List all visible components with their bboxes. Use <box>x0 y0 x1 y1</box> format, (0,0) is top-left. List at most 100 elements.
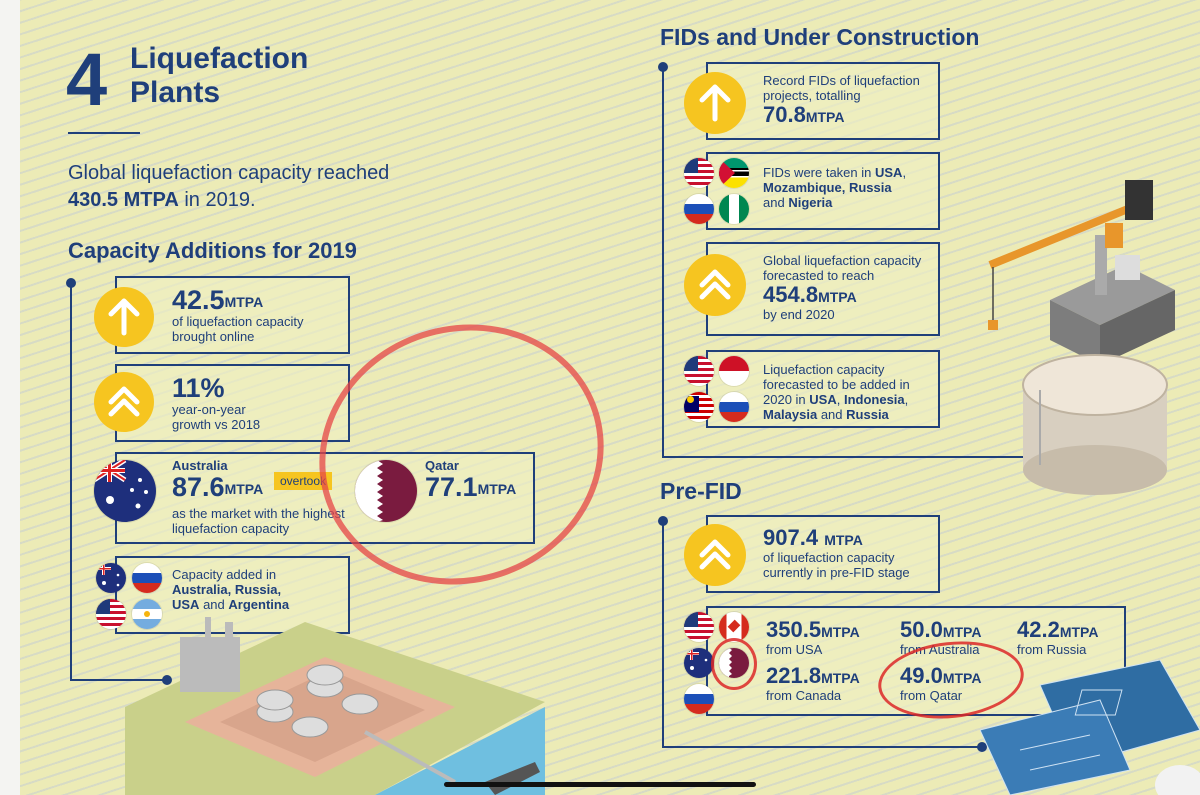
capacity-item-4-desc1: Capacity added in <box>172 567 277 582</box>
prefid-stat-usa: 350.5MTPA from USA <box>766 617 860 658</box>
double-chevron-up-icon <box>684 254 746 316</box>
capacity-item-3-right: Qatar 77.1MTPA <box>425 458 516 501</box>
arrow-up-icon <box>94 287 154 347</box>
page-edge <box>0 0 20 795</box>
intro-value: 430.5 MTPA <box>68 189 179 211</box>
double-chevron-up-icon <box>94 372 154 432</box>
prefid-timeline-end-dot <box>977 742 987 752</box>
qatar-value: 77.1MTPA <box>425 472 517 502</box>
fids-item-4-text: Liquefaction capacity forecasted to be a… <box>763 362 938 422</box>
lng-plant-illustration <box>125 617 545 795</box>
fids-item-2-text: FIDs were taken in USA, Mozambique, Russ… <box>763 165 933 210</box>
intro-text: Global liquefaction capacity reached 430… <box>68 160 448 214</box>
capacity-item-3-left: Australia 87.6MTPA <box>172 458 263 501</box>
title-line-1: Liquefaction <box>130 42 309 75</box>
prefid-stat-russia: 42.2MTPA from Russia <box>1017 617 1099 658</box>
prefid-stat-canada: 221.8MTPA from Canada <box>766 663 860 704</box>
prefid-stat-qatar: 49.0MTPA from Qatar <box>900 663 982 704</box>
nigeria-flag-icon <box>719 194 749 224</box>
fids-item-3-text: Global liquefaction capacity forecasted … <box>763 253 921 322</box>
fids-item-2-line2: Mozambique, Russia <box>763 180 892 195</box>
capacity-heading: Capacity Additions for 2019 <box>68 238 357 263</box>
stat-source: from Russia <box>1017 642 1087 657</box>
stat-source: from USA <box>766 642 823 657</box>
home-indicator[interactable] <box>444 782 756 787</box>
malaysia-flag-icon <box>684 392 714 422</box>
capacity-item-4-line3: USA and Argentina <box>172 597 290 612</box>
australia-small-flag-icon <box>96 563 126 593</box>
fids-item-3-desc2: forecasted to reach <box>763 268 875 283</box>
capacity-item-1-desc2: brought online <box>172 329 255 344</box>
russia-flag-icon <box>684 194 714 224</box>
section-number: 4 <box>66 38 108 121</box>
double-chevron-up-icon <box>684 524 746 586</box>
page-title: Liquefaction Plants <box>130 42 308 110</box>
russia-flag-icon <box>684 684 714 714</box>
fids-item-2-line1: FIDs were taken in USA, <box>763 165 907 180</box>
fids-timeline <box>662 66 664 458</box>
prefid-timeline-dot <box>658 516 668 526</box>
intro-rest: in 2019. <box>178 189 256 211</box>
capacity-timeline-end-dot <box>162 675 172 685</box>
capacity-timeline-foot <box>70 679 167 681</box>
australia-flag-icon <box>94 460 156 522</box>
capacity-item-1-value: 42.5MTPA <box>172 285 264 315</box>
argentina-flag-icon <box>132 599 162 629</box>
red-annotation-circle <box>711 638 757 690</box>
overtook-badge: overtook <box>274 472 333 490</box>
fids-item-1-desc1: Record FIDs of liquefaction <box>763 73 920 88</box>
country-qatar: Qatar <box>425 458 459 473</box>
capacity-timeline-dot <box>66 278 76 288</box>
usa-flag-icon <box>96 599 126 629</box>
prefid-timeline <box>662 520 664 748</box>
capacity-item-3-desc: as the market with the highest liquefact… <box>172 506 345 536</box>
fids-item-4-desc2: forecasted to be added in <box>763 377 910 392</box>
crane-tank-illustration <box>988 180 1175 495</box>
blueprint-illustration <box>980 660 1200 795</box>
capacity-item-4-line2: Australia, Russia, <box>172 582 282 597</box>
prefid-item-1-value: 907.4 MTPA <box>763 525 863 550</box>
usa-flag-icon <box>684 158 714 188</box>
intro-line-1: Global liquefaction capacity reached <box>68 162 390 184</box>
indonesia-flag-icon <box>719 356 749 386</box>
capacity-item-3-desc2: liquefaction capacity <box>172 521 290 536</box>
fids-item-4-line4: Malaysia and Russia <box>763 407 889 422</box>
capacity-item-4-text: Capacity added in Australia, Russia, USA… <box>172 567 342 612</box>
fids-timeline-dot <box>658 62 668 72</box>
stat-source: from Canada <box>766 688 842 703</box>
fids-item-4-desc1: Liquefaction capacity <box>763 362 885 377</box>
country-australia: Australia <box>172 458 228 473</box>
russia-flag-icon <box>132 563 162 593</box>
fids-item-1-text: Record FIDs of liquefaction projects, to… <box>763 73 920 127</box>
capacity-item-1-text: 42.5MTPA of liquefaction capacity brough… <box>172 286 304 344</box>
capacity-item-2-text: 11% year-on-year growth vs 2018 <box>172 374 260 432</box>
canada-flag-icon <box>719 612 749 642</box>
intro-line-2: 430.5 MTPA in 2019. <box>68 187 448 214</box>
prefid-stat-australia: 50.0MTPA from Australia <box>900 617 982 658</box>
stat-value: 49.0MTPA <box>900 663 982 688</box>
fids-item-3-desc1: Global liquefaction capacity <box>763 253 922 268</box>
fids-timeline-foot <box>662 456 1030 458</box>
fids-item-1-value: 70.8MTPA <box>763 102 845 127</box>
russia-flag-icon <box>719 392 749 422</box>
stat-value: 350.5MTPA <box>766 617 860 642</box>
stat-value: 221.8MTPA <box>766 663 860 688</box>
capacity-item-1-desc1: of liquefaction capacity <box>172 314 304 329</box>
capacity-item-2-value: 11% <box>172 373 225 403</box>
prefid-heading: Pre-FID <box>660 478 742 504</box>
usa-flag-icon <box>684 612 714 642</box>
fids-item-3-desc3: by end 2020 <box>763 307 835 322</box>
prefid-item-1-desc1: of liquefaction capacity <box>763 550 895 565</box>
prefid-item-1-text: 907.4 MTPA of liquefaction capacity curr… <box>763 525 910 581</box>
stat-value: 50.0MTPA <box>900 617 982 642</box>
capacity-item-3-desc1: as the market with the highest <box>172 506 345 521</box>
stat-value: 42.2MTPA <box>1017 617 1099 642</box>
title-line-2: Plants <box>130 76 221 109</box>
fids-item-3-value: 454.8MTPA <box>763 282 857 307</box>
fids-item-2-line3: and Nigeria <box>763 195 833 210</box>
capacity-item-2-desc2: growth vs 2018 <box>172 417 261 432</box>
australia-small-flag-icon <box>684 648 714 678</box>
arrow-up-icon <box>684 72 746 134</box>
capacity-timeline <box>70 283 72 681</box>
prefid-timeline-foot <box>662 746 982 748</box>
